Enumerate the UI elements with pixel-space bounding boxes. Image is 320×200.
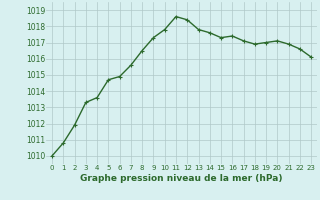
X-axis label: Graphe pression niveau de la mer (hPa): Graphe pression niveau de la mer (hPa) bbox=[80, 174, 283, 183]
